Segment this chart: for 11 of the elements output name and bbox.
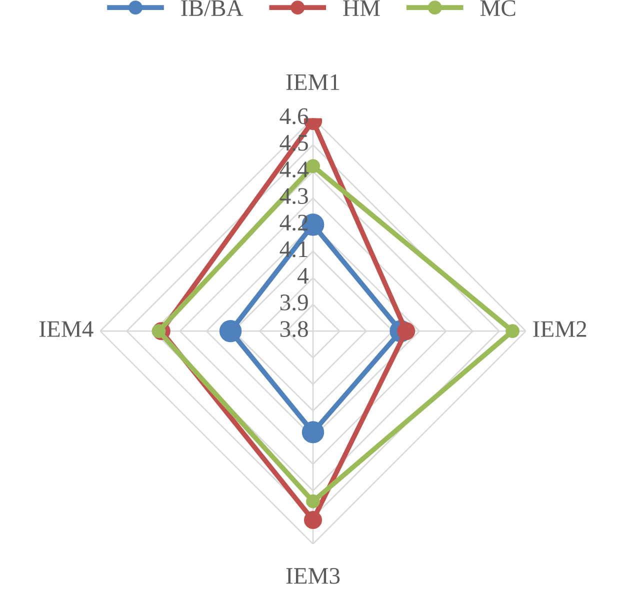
legend-label: IB/BA	[181, 0, 244, 16]
y-tick-label: 3.8	[280, 321, 308, 338]
spoke-label: IEM3	[286, 568, 340, 584]
y-tick-label: 3.9	[280, 294, 308, 311]
spoke-label: IEM4	[39, 321, 94, 337]
y-tick-label: 4.6	[280, 108, 308, 124]
y-tick-label: 4	[297, 268, 308, 284]
legend-label: MC	[480, 0, 516, 16]
legend-label: HM	[343, 0, 380, 16]
spoke-label: IEM1	[286, 74, 340, 90]
spoke-label: IEM2	[533, 321, 586, 337]
